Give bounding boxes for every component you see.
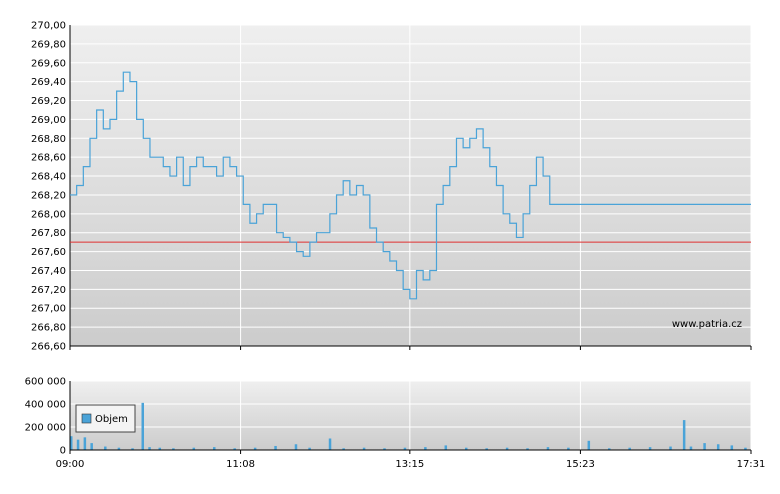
volume-bar	[682, 420, 686, 450]
volume-bar	[233, 448, 236, 450]
volume-bar	[104, 446, 107, 450]
volume-bar	[192, 447, 196, 450]
price-y-tick-label: 270,00	[31, 21, 66, 32]
volume-bar	[628, 447, 631, 450]
volume-bar	[703, 443, 706, 450]
volume-bar	[148, 447, 151, 450]
volume-bar	[730, 445, 734, 450]
volume-bar	[403, 447, 407, 450]
price-y-tick-label: 267,20	[31, 285, 66, 296]
volume-bar	[744, 447, 747, 450]
x-tick-label: 11:08	[226, 459, 255, 470]
x-tick-label: 15:23	[566, 459, 595, 470]
volume-bar	[546, 447, 550, 450]
price-y-tick-label: 267,40	[31, 266, 66, 277]
volume-y-tick-label: 200 000	[25, 423, 66, 434]
price-y-tick-label: 269,60	[31, 58, 66, 69]
volume-bar	[689, 446, 693, 450]
volume-bar	[83, 437, 87, 450]
volume-bar	[76, 439, 80, 450]
price-y-tick-label: 269,20	[31, 96, 66, 107]
volume-bar	[158, 447, 162, 450]
volume-bar	[308, 447, 311, 450]
price-y-tick-label: 266,60	[31, 342, 66, 353]
volume-bar	[669, 446, 672, 450]
price-series-line	[70, 71, 751, 300]
volume-bar	[172, 448, 175, 450]
volume-bar	[567, 447, 570, 450]
volume-y-tick-label: 600 000	[25, 377, 66, 388]
x-tick-label: 13:15	[395, 459, 424, 470]
volume-bar	[141, 402, 145, 450]
price-y-tick-label: 268,60	[31, 153, 66, 164]
volume-y-tick-label: 0	[60, 446, 66, 457]
volume-bar	[587, 440, 591, 450]
volume-y-tick-label: 400 000	[25, 400, 66, 411]
volume-bar	[526, 448, 529, 450]
volume-bar	[117, 447, 121, 450]
volume-bar	[342, 448, 345, 450]
x-tick-label: 09:00	[56, 459, 85, 470]
volume-bar	[213, 447, 216, 450]
price-y-tick-label: 269,80	[31, 39, 66, 50]
price-y-tick-label: 268,40	[31, 172, 66, 183]
price-y-tick-label: 267,60	[31, 247, 66, 258]
price-y-tick-label: 269,00	[31, 115, 66, 126]
volume-plot-background	[70, 381, 751, 450]
volume-bar	[253, 447, 257, 450]
volume-bar	[362, 447, 366, 450]
price-y-tick-label: 268,80	[31, 134, 66, 145]
volume-bar	[70, 436, 73, 450]
price-y-tick-label: 269,40	[31, 77, 66, 88]
volume-bar	[607, 448, 611, 450]
volume-legend: Objem	[75, 404, 136, 433]
volume-bar	[90, 443, 93, 450]
price-y-tick-label: 267,00	[31, 304, 66, 315]
volume-bar	[716, 444, 720, 450]
legend-label: Objem	[95, 414, 128, 425]
price-y-tick-label: 267,80	[31, 228, 66, 239]
x-tick-label: 17:31	[737, 459, 766, 470]
price-plot-background	[70, 25, 751, 346]
volume-bar	[294, 444, 298, 450]
volume-bar	[131, 448, 134, 450]
volume-bar	[274, 445, 277, 450]
price-y-tick-label: 266,80	[31, 323, 66, 334]
price-y-tick-label: 268,20	[31, 190, 66, 201]
volume-bar	[505, 447, 509, 450]
volume-bar	[648, 447, 652, 450]
volume-bar	[383, 448, 386, 450]
price-plot: 266,60 266,80 267,00 267,20 267,40 267,60 267,…	[31, 21, 752, 353]
volume-bar	[424, 447, 427, 450]
volume-bar	[485, 448, 488, 450]
volume-bar	[328, 438, 332, 450]
volume-bar	[444, 445, 448, 450]
volume-plot: 0 200 000 400 000 600 000 09:00 11:08 13:15 15:…	[25, 377, 766, 471]
legend-swatch	[81, 413, 92, 424]
watermark: www.patria.cz	[672, 319, 742, 330]
price-y-tick-label: 268,00	[31, 209, 66, 220]
volume-bar	[464, 447, 468, 450]
